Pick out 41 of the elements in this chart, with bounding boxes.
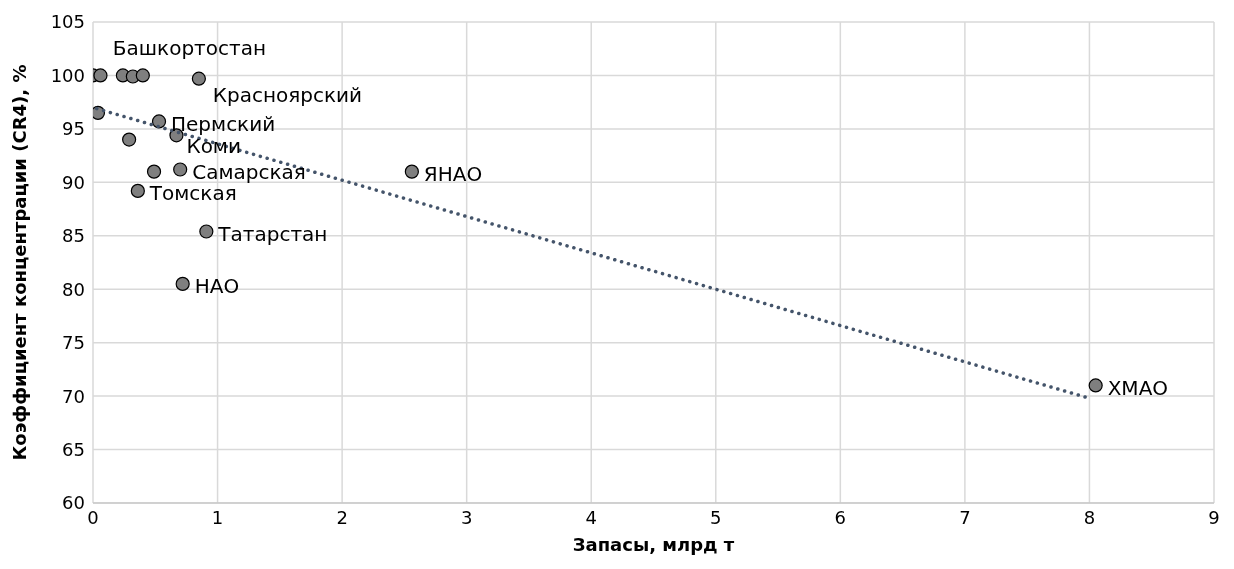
- x-tick-label: 4: [585, 506, 597, 528]
- y-tick-label: 65: [62, 438, 85, 460]
- point: [151, 114, 167, 129]
- y-axis-title: Коэффициент концентрации (CR4), %: [9, 64, 31, 461]
- y-tick-label: 105: [50, 11, 85, 33]
- x-tick-label: 6: [834, 506, 847, 528]
- x-tick-label: 3: [460, 506, 473, 528]
- y-tick-label: 80: [62, 278, 85, 300]
- y-tick-label: 95: [62, 118, 85, 140]
- y-tick-label: 60: [62, 492, 85, 514]
- annotation: НАО: [194, 274, 240, 299]
- point: [191, 71, 206, 86]
- x-tick-label: 0: [87, 506, 99, 528]
- x-tick-label: 8: [1083, 506, 1096, 528]
- point: [130, 183, 145, 198]
- point: [1088, 378, 1103, 393]
- y-tick-label: 90: [62, 171, 85, 193]
- point: [122, 132, 137, 147]
- y-tick-label: 85: [62, 225, 85, 247]
- annotation: Красноярский: [212, 83, 363, 108]
- annotation: ЯНАО: [423, 162, 483, 187]
- x-tick-label: 1: [211, 506, 224, 528]
- annotation: Татарстан: [217, 222, 328, 246]
- y-tick-label: 70: [62, 385, 85, 407]
- point: [135, 68, 150, 83]
- x-tick-label: 9: [1208, 506, 1220, 528]
- point: [199, 224, 214, 239]
- x-axis-title: Запасы, млрд т: [572, 534, 735, 555]
- y-tick-label: 75: [62, 332, 85, 354]
- annotation: ХМАО: [1107, 375, 1169, 400]
- point: [173, 162, 188, 177]
- y-tick-label: 100: [50, 64, 85, 86]
- point: [93, 68, 108, 83]
- x-tick-label: 5: [710, 506, 722, 528]
- annotation: Пермский: [171, 111, 276, 136]
- x-tick-label: 2: [336, 506, 348, 528]
- point: [175, 276, 190, 291]
- x-tick-label: 7: [959, 506, 971, 528]
- point: [404, 164, 419, 179]
- point: [146, 164, 162, 179]
- annotation: Башкортостан: [112, 35, 266, 60]
